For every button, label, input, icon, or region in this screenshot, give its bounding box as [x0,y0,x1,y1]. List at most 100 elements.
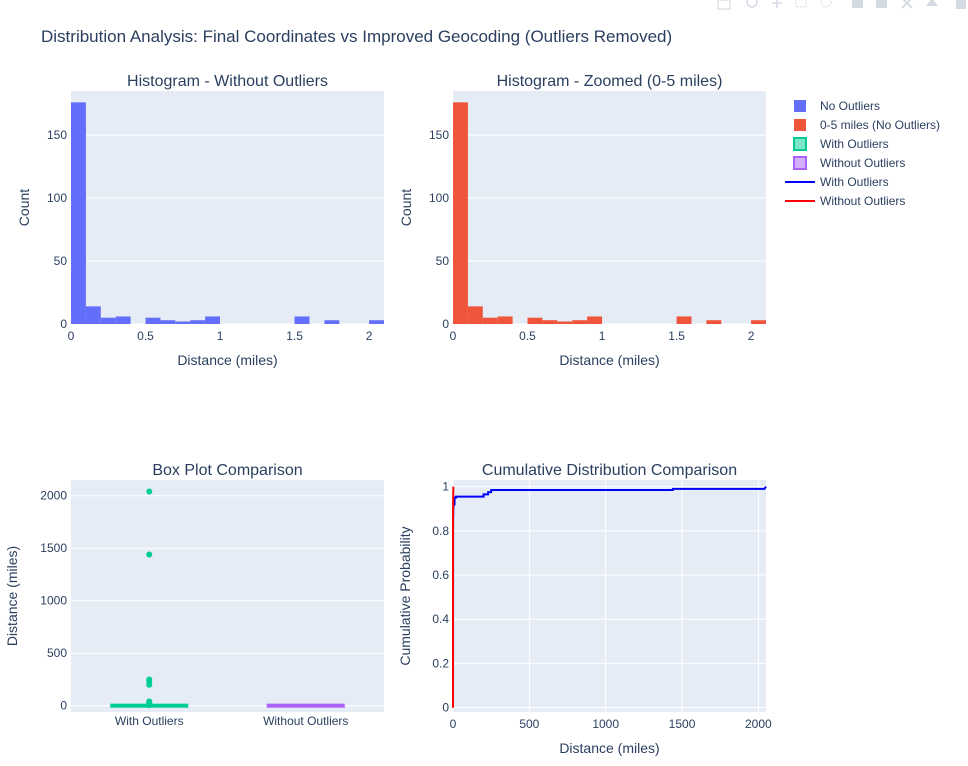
x-tick-label: 2000 [745,717,772,731]
modebar[interactable] [717,0,966,10]
y-axis-title: Cumulative Probability [397,526,413,665]
legend-label: No Outliers [820,99,880,113]
subplot-4: 0 0.2 0.4 0.6 0.8 1 0 500 1000 1500 2000 Cumulative… [397,462,772,756]
subplot-title: Histogram - Zoomed (0-5 miles) [497,73,723,90]
legend-item[interactable]: With Outliers [785,175,889,189]
y-tick-label: 50 [54,254,68,268]
legend-label: Without Outliers [820,194,905,208]
legend: No Outliers 0-5 miles (No Outliers) With O… [785,99,940,208]
y-tick-label: 150 [429,128,449,142]
plot-area [71,91,384,324]
x-tick-label: With Outliers [115,714,184,728]
histogram-bar [527,317,543,324]
legend-swatch [793,137,807,151]
x-tick-label: 2 [366,329,373,343]
histogram-bar [160,320,176,324]
legend-item[interactable]: Without Outliers [785,194,905,208]
subplot-3: 0 500 1000 1500 2000 Box Plot Comparison Dista… [4,462,384,728]
plotly-logo-icon[interactable] [956,0,966,9]
histogram-bar [175,321,191,324]
y-tick-label: 0.6 [432,568,449,582]
box-2 [266,703,345,708]
y-axis-title: Count [398,189,414,226]
y-tick-label: 1000 [40,594,67,608]
histogram-bars [453,102,766,324]
histogram-bar [453,102,468,324]
pan-icon[interactable] [772,0,782,8]
x-tick-label: 1.5 [668,329,685,343]
legend-swatch [794,119,806,131]
zoom-in-icon[interactable] [852,0,863,8]
x-tick-label: 500 [519,717,539,731]
y-tick-label: 0.8 [432,524,449,538]
subplot-title: Cumulative Distribution Comparison [482,462,737,479]
subplot-title: Histogram - Without Outliers [127,73,328,90]
x-tick-label: 0 [450,717,457,731]
y-axis-title: Distance (miles) [4,546,20,646]
histogram-bar [751,320,766,324]
histogram-bar [100,317,116,324]
y-tick-label: 50 [436,254,450,268]
legend-label: With Outliers [820,137,889,151]
legend-item[interactable]: 0-5 miles (No Outliers) [794,118,940,132]
y-tick-label: 100 [47,191,67,205]
legend-item[interactable]: With Outliers [793,137,889,151]
camera-icon[interactable] [717,0,731,10]
histogram-bar [324,320,340,324]
histogram-bar [482,317,498,324]
x-tick-label: 1 [599,329,606,343]
histogram-bar [190,320,206,324]
histogram-bar [587,316,603,324]
plot-area [453,91,766,324]
autoscale-icon[interactable] [901,0,913,9]
box-outlier-point [146,488,153,495]
subplot-2: 0 50 100 150 0 0.5 1 1.5 2 Histogram - Zoomed (0-… [398,73,766,368]
x-axis-title: Distance (miles) [177,352,277,368]
histogram-bars [71,102,384,324]
y-tick-label: 0 [442,701,449,715]
histogram-bar [71,102,86,324]
histogram-bar [467,306,483,324]
histogram-bar [145,317,161,324]
histogram-bar [676,316,692,324]
x-tick-label: 0 [450,329,457,343]
plot-area [71,480,384,712]
y-tick-label: 150 [47,128,67,142]
histogram-bar [294,316,310,324]
y-tick-label: 2000 [40,489,67,503]
x-tick-label: 1.5 [286,329,303,343]
legend-swatch [794,100,806,112]
histogram-bar [557,321,573,324]
legend-item[interactable]: Without Outliers [793,156,905,170]
plot-area [453,480,766,712]
y-tick-label: 1 [442,480,449,494]
box-1 [110,488,189,709]
box-outlier-point [146,681,153,688]
x-tick-label: 1 [217,329,224,343]
x-tick-label: 0.5 [137,329,154,343]
box-select-icon[interactable] [795,0,807,8]
figure-title: Distribution Analysis: Final Coordinates… [41,27,672,46]
reset-axes-icon[interactable] [926,0,938,6]
zoom-out-icon[interactable] [876,0,887,8]
zoom-icon[interactable] [746,0,758,8]
y-tick-label: 0.4 [432,612,449,626]
histogram-bar [85,306,101,324]
box-outlier-point [146,551,153,558]
legend-item[interactable]: No Outliers [794,99,880,113]
histogram-bar [369,320,384,324]
y-tick-label: 0 [442,317,449,331]
x-tick-label: 1000 [592,717,619,731]
histogram-bar [497,316,513,324]
x-axis-title: Distance (miles) [559,740,659,756]
lasso-select-icon[interactable] [820,0,832,8]
histogram-bar [706,320,722,324]
legend-swatch [793,156,807,170]
y-tick-label: 0 [60,317,67,331]
histogram-bar [205,316,221,324]
subplot-1: 0 50 100 150 0 0.5 1 1.5 2 Histogram - Without Ou… [16,73,384,368]
histogram-bar [542,320,558,324]
x-tick-label: Without Outliers [263,714,348,728]
